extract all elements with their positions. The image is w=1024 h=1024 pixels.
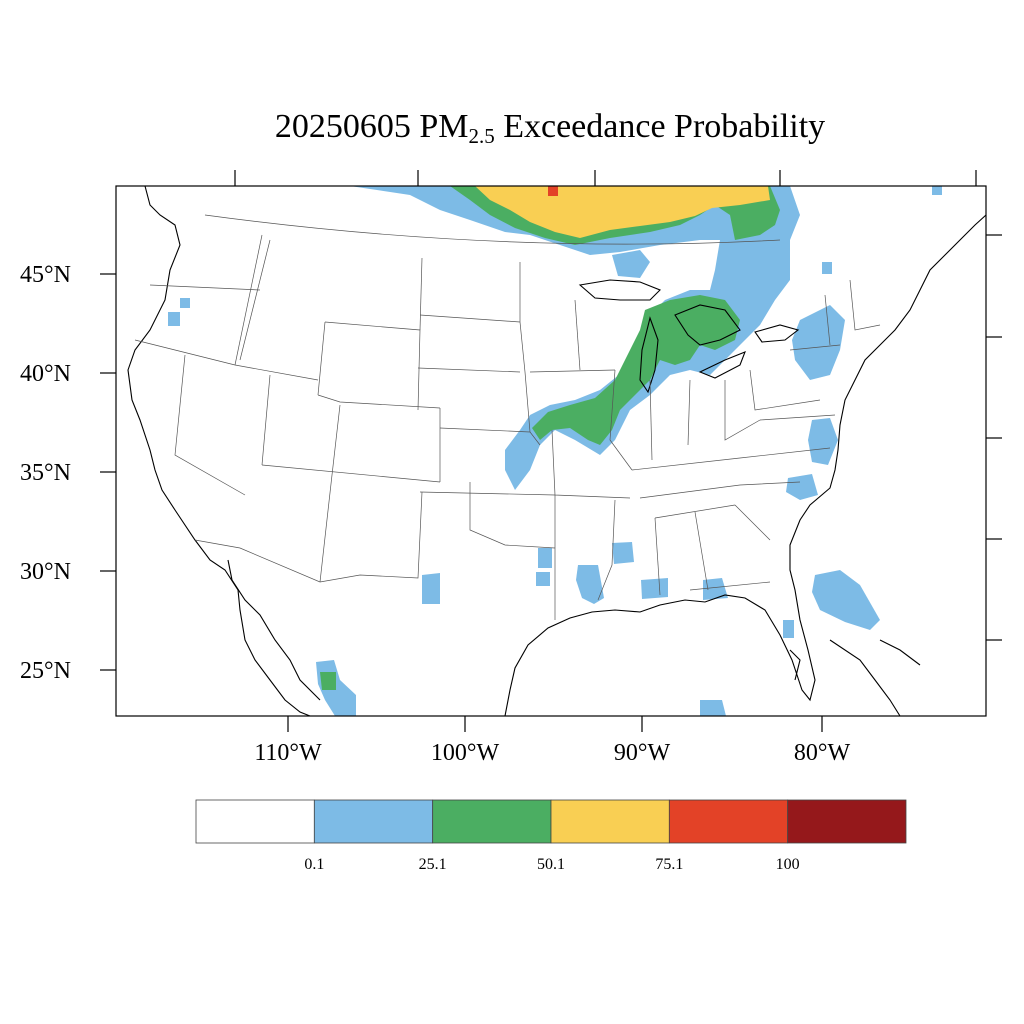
- colorbar: 0.1 25.1 50.1 75.1 100: [195, 799, 907, 873]
- lat-label: 30°N: [20, 559, 71, 585]
- colorbar-label: 0.1: [304, 856, 324, 873]
- colorbar-swatch: [668, 799, 789, 844]
- colorbar-swatch: [550, 799, 670, 844]
- lat-label: 35°N: [20, 460, 71, 486]
- shade-low: [168, 186, 942, 716]
- great-lakes: [578, 279, 800, 394]
- right-ticks: [986, 234, 1002, 641]
- lat-label: 45°N: [20, 262, 71, 288]
- map-area: [127, 186, 986, 716]
- title-main: 20250605 PM: [274, 108, 469, 145]
- title-rest: Exceedance Probability: [494, 108, 826, 145]
- shade-mid: [320, 186, 780, 690]
- left-ticks: [100, 273, 116, 671]
- shade-high: [475, 186, 770, 238]
- lon-label: 110°W: [254, 740, 322, 766]
- coastlines: [127, 186, 986, 716]
- lon-label: 100°W: [431, 740, 500, 766]
- colorbar-label: 25.1: [419, 856, 447, 873]
- map-frame: [115, 185, 987, 717]
- lon-label: 80°W: [794, 740, 851, 766]
- latitude-labels: 45°N 40°N 35°N 30°N 25°N: [20, 262, 71, 684]
- lon-label: 90°W: [614, 740, 671, 766]
- lat-label: 40°N: [20, 361, 71, 387]
- state-boundaries: [134, 214, 881, 620]
- longitude-labels: 110°W 100°W 90°W 80°W: [254, 740, 850, 766]
- probability-shading: [168, 186, 942, 716]
- title-subscript: 2.5: [468, 124, 495, 148]
- colorbar-label: 50.1: [537, 856, 565, 873]
- colorbar-swatch: [313, 799, 434, 844]
- bottom-ticks: [287, 716, 823, 732]
- colorbar-label: 75.1: [655, 856, 683, 873]
- colorbar-swatch: [195, 799, 315, 844]
- map-title: 20250605 PM2.5 Exceedance Probability: [0, 108, 1024, 149]
- colorbar-swatch: [787, 799, 907, 844]
- top-ticks: [234, 170, 977, 186]
- colorbar-label: 100: [776, 856, 800, 873]
- lat-label: 25°N: [20, 658, 71, 684]
- shade-very-high: [548, 186, 558, 196]
- colorbar-swatch: [432, 799, 552, 844]
